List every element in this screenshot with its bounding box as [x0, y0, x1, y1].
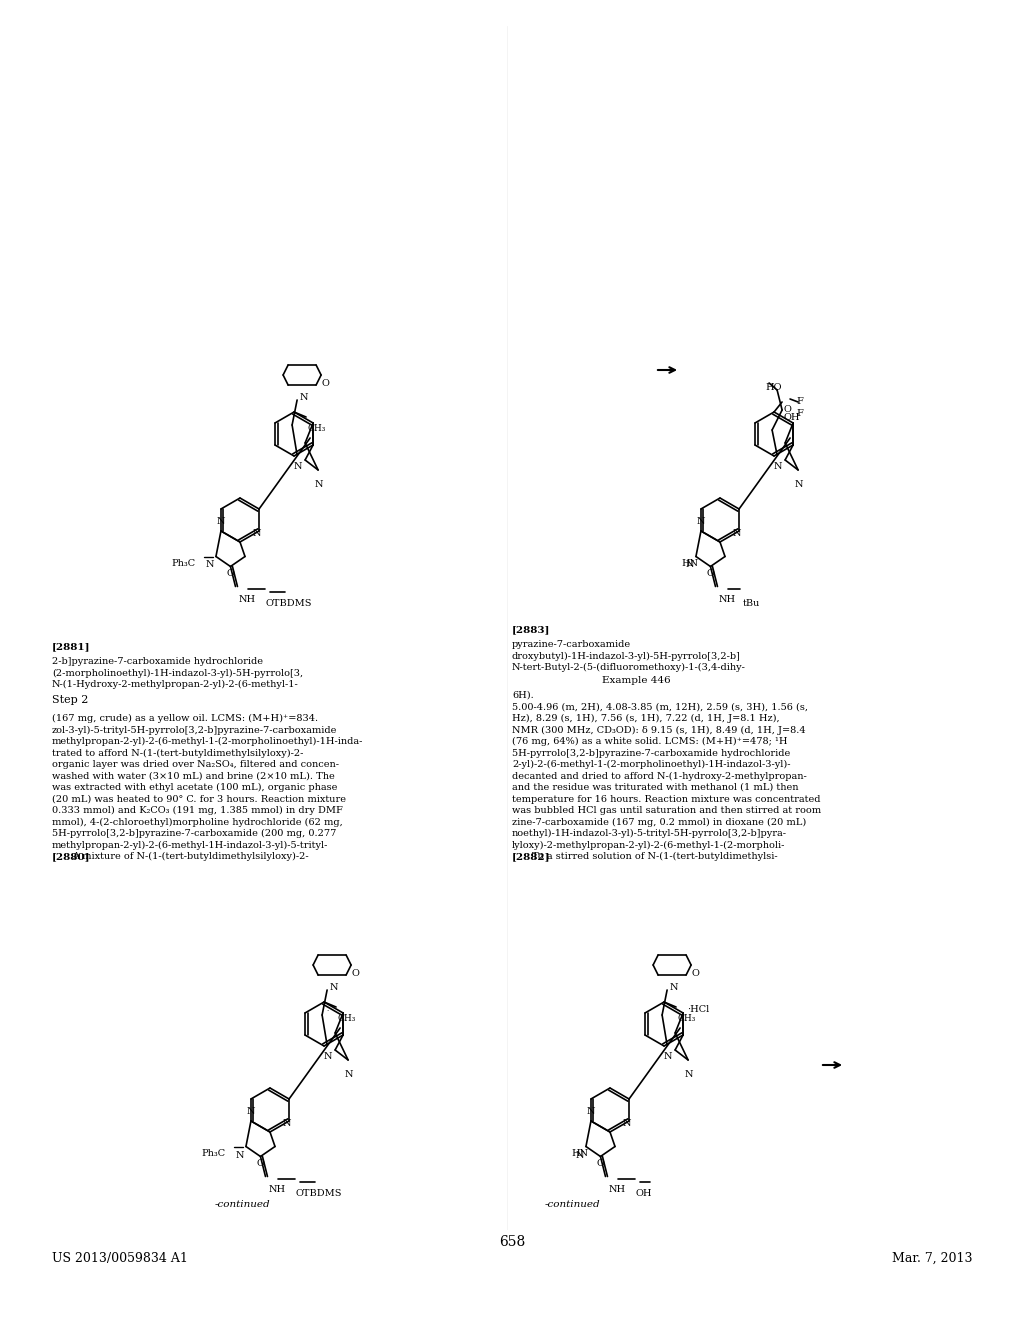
Text: To a stirred solution of N-(1-(tert-butyldimethylsi-: To a stirred solution of N-(1-(tert-buty…	[532, 851, 777, 861]
Text: N: N	[773, 462, 781, 471]
Text: pyrazine-7-carboxamide: pyrazine-7-carboxamide	[512, 640, 631, 649]
Text: NH: NH	[268, 1184, 286, 1193]
Text: N: N	[329, 983, 338, 993]
Text: N: N	[794, 480, 803, 488]
Text: Example 446: Example 446	[602, 676, 671, 685]
Text: 2-b]pyrazine-7-carboxamide hydrochloride: 2-b]pyrazine-7-carboxamide hydrochloride	[52, 657, 263, 667]
Text: noethyl)-1H-indazol-3-yl)-5-trityl-5H-pyrrolo[3,2-b]pyra-: noethyl)-1H-indazol-3-yl)-5-trityl-5H-py…	[512, 829, 787, 838]
Text: 2-yl)-2-(6-methyl-1-(2-morpholinoethyl)-1H-indazol-3-yl)-: 2-yl)-2-(6-methyl-1-(2-morpholinoethyl)-…	[512, 760, 791, 770]
Text: decanted and dried to afford N-(1-hydroxy-2-methylpropan-: decanted and dried to afford N-(1-hydrox…	[512, 771, 807, 780]
Text: O: O	[691, 969, 699, 978]
Text: NH: NH	[239, 594, 256, 603]
Text: N: N	[669, 983, 678, 993]
Text: Step 2: Step 2	[52, 696, 88, 705]
Text: OTBDMS: OTBDMS	[265, 598, 312, 607]
Text: (2-morpholinoethyl)-1H-indazol-3-yl)-5H-pyrrolo[3,: (2-morpholinoethyl)-1H-indazol-3-yl)-5H-…	[52, 668, 303, 677]
Text: N: N	[217, 517, 225, 525]
Text: O: O	[322, 379, 329, 388]
Text: N: N	[587, 1107, 595, 1115]
Text: N: N	[324, 1052, 332, 1061]
Text: trated to afford N-(1-(tert-butyldimethylsilyloxy)-2-: trated to afford N-(1-(tert-butyldimethy…	[52, 748, 303, 758]
Text: was extracted with ethyl acetate (100 mL), organic phase: was extracted with ethyl acetate (100 mL…	[52, 783, 337, 792]
Text: ·HCl: ·HCl	[687, 1005, 710, 1014]
Text: -continued: -continued	[215, 1200, 270, 1209]
Text: methylpropan-2-yl)-2-(6-methyl-1-(2-morpholinoethyl)-1H-inda-: methylpropan-2-yl)-2-(6-methyl-1-(2-morp…	[52, 737, 364, 746]
Text: -continued: -continued	[545, 1200, 601, 1209]
Text: Ph₃C: Ph₃C	[201, 1148, 225, 1158]
Text: 658: 658	[499, 1236, 525, 1249]
Text: A mixture of N-(1-(tert-butyldimethylsilyloxy)-2-: A mixture of N-(1-(tert-butyldimethylsil…	[72, 851, 308, 861]
Text: N: N	[314, 480, 323, 488]
Text: N: N	[283, 1119, 292, 1129]
Text: methylpropan-2-yl)-2-(6-methyl-1H-indazol-3-yl)-5-trityl-: methylpropan-2-yl)-2-(6-methyl-1H-indazo…	[52, 841, 329, 850]
Text: NH: NH	[719, 594, 735, 603]
Text: organic layer was dried over Na₂SO₄, filtered and concen-: organic layer was dried over Na₂SO₄, fil…	[52, 760, 339, 770]
Text: N: N	[664, 1052, 672, 1061]
Text: F: F	[796, 409, 803, 418]
Text: (76 mg, 64%) as a white solid. LCMS: (M+H)⁺=478; ¹H: (76 mg, 64%) as a white solid. LCMS: (M+…	[512, 737, 787, 746]
Text: 6H).: 6H).	[512, 690, 534, 700]
Text: zine-7-carboxamide (167 mg, 0.2 mmol) in dioxane (20 mL): zine-7-carboxamide (167 mg, 0.2 mmol) in…	[512, 817, 806, 826]
Text: (167 mg, crude) as a yellow oil. LCMS: (M+H)⁺=834.: (167 mg, crude) as a yellow oil. LCMS: (…	[52, 714, 318, 723]
Text: N: N	[253, 529, 261, 539]
Text: O: O	[707, 569, 715, 578]
Text: and the residue was triturated with methanol (1 mL) then: and the residue was triturated with meth…	[512, 783, 799, 792]
Text: 5.00-4.96 (m, 2H), 4.08-3.85 (m, 12H), 2.59 (s, 3H), 1.56 (s,: 5.00-4.96 (m, 2H), 4.08-3.85 (m, 12H), 2…	[512, 702, 808, 711]
Text: OH: OH	[783, 413, 800, 422]
Text: F: F	[796, 397, 803, 407]
Text: O: O	[596, 1159, 604, 1167]
Text: O: O	[783, 405, 791, 414]
Text: CH₃: CH₃	[337, 1014, 355, 1023]
Text: N-tert-Butyl-2-(5-(difluoromethoxy)-1-(3,4-dihy-: N-tert-Butyl-2-(5-(difluoromethoxy)-1-(3…	[512, 663, 745, 672]
Text: lyloxy)-2-methylpropan-2-yl)-2-(6-methyl-1-(2-morpholi-: lyloxy)-2-methylpropan-2-yl)-2-(6-methyl…	[512, 841, 785, 850]
Text: 5H-pyrrolo[3,2-b]pyrazine-7-carboxamide (200 mg, 0.277: 5H-pyrrolo[3,2-b]pyrazine-7-carboxamide …	[52, 829, 336, 838]
Text: HO: HO	[765, 383, 781, 392]
Text: 0.333 mmol) and K₂CO₃ (191 mg, 1.385 mmol) in dry DMF: 0.333 mmol) and K₂CO₃ (191 mg, 1.385 mmo…	[52, 807, 343, 816]
Text: N-(1-Hydroxy-2-methylpropan-2-yl)-2-(6-methyl-1-: N-(1-Hydroxy-2-methylpropan-2-yl)-2-(6-m…	[52, 680, 299, 689]
Text: N: N	[236, 1151, 245, 1159]
Text: NH: NH	[608, 1184, 626, 1193]
Text: N: N	[575, 1151, 585, 1159]
Text: [2883]: [2883]	[512, 624, 550, 634]
Text: [2880]: [2880]	[52, 851, 90, 861]
Text: was bubbled HCl gas until saturation and then stirred at room: was bubbled HCl gas until saturation and…	[512, 807, 821, 814]
Text: N: N	[733, 529, 741, 539]
Text: ·: ·	[326, 1006, 329, 1014]
Text: [2882]: [2882]	[512, 851, 551, 861]
Text: 5H-pyrrolo[3,2-b]pyrazine-7-carboxamide hydrochloride: 5H-pyrrolo[3,2-b]pyrazine-7-carboxamide …	[512, 748, 791, 758]
Text: US 2013/0059834 A1: US 2013/0059834 A1	[52, 1251, 187, 1265]
Text: temperature for 16 hours. Reaction mixture was concentrated: temperature for 16 hours. Reaction mixtu…	[512, 795, 820, 804]
Text: OTBDMS: OTBDMS	[296, 1188, 342, 1197]
Text: N: N	[344, 1071, 352, 1078]
Text: Ph₃C: Ph₃C	[171, 558, 196, 568]
Text: O: O	[351, 969, 359, 978]
Text: N: N	[623, 1119, 632, 1129]
Text: N: N	[293, 462, 302, 471]
Text: N: N	[686, 561, 694, 569]
Text: droxybutyl)-1H-indazol-3-yl)-5H-pyrrolo[3,2-b]: droxybutyl)-1H-indazol-3-yl)-5H-pyrrolo[…	[512, 652, 741, 660]
Text: HN: HN	[681, 558, 698, 568]
Text: zol-3-yl)-5-trityl-5H-pyrrolo[3,2-b]pyrazine-7-carboxamide: zol-3-yl)-5-trityl-5H-pyrrolo[3,2-b]pyra…	[52, 726, 337, 735]
Text: Hz), 8.29 (s, 1H), 7.56 (s, 1H), 7.22 (d, 1H, J=8.1 Hz),: Hz), 8.29 (s, 1H), 7.56 (s, 1H), 7.22 (d…	[512, 714, 779, 723]
Text: N: N	[684, 1071, 692, 1078]
Text: HN: HN	[571, 1148, 588, 1158]
Text: O: O	[256, 1159, 264, 1167]
Text: washed with water (3×10 mL) and brine (2×10 mL). The: washed with water (3×10 mL) and brine (2…	[52, 771, 335, 780]
Text: NMR (300 MHz, CD₃OD): δ 9.15 (s, 1H), 8.49 (d, 1H, J=8.4: NMR (300 MHz, CD₃OD): δ 9.15 (s, 1H), 8.…	[512, 726, 806, 735]
Text: Mar. 7, 2013: Mar. 7, 2013	[892, 1251, 972, 1265]
Text: (20 mL) was heated to 90° C. for 3 hours. Reaction mixture: (20 mL) was heated to 90° C. for 3 hours…	[52, 795, 346, 804]
Text: N: N	[206, 561, 214, 569]
Text: tBu: tBu	[742, 598, 760, 607]
Text: OH: OH	[636, 1188, 652, 1197]
Text: N: N	[697, 517, 706, 525]
Text: mmol), 4-(2-chloroethyl)morpholine hydrochloride (62 mg,: mmol), 4-(2-chloroethyl)morpholine hydro…	[52, 817, 343, 826]
Text: CH₃: CH₃	[677, 1014, 695, 1023]
Text: N: N	[247, 1107, 255, 1115]
Text: [2881]: [2881]	[52, 642, 90, 651]
Text: CH₃: CH₃	[307, 424, 326, 433]
Text: N: N	[299, 393, 307, 403]
Text: O: O	[226, 569, 234, 578]
